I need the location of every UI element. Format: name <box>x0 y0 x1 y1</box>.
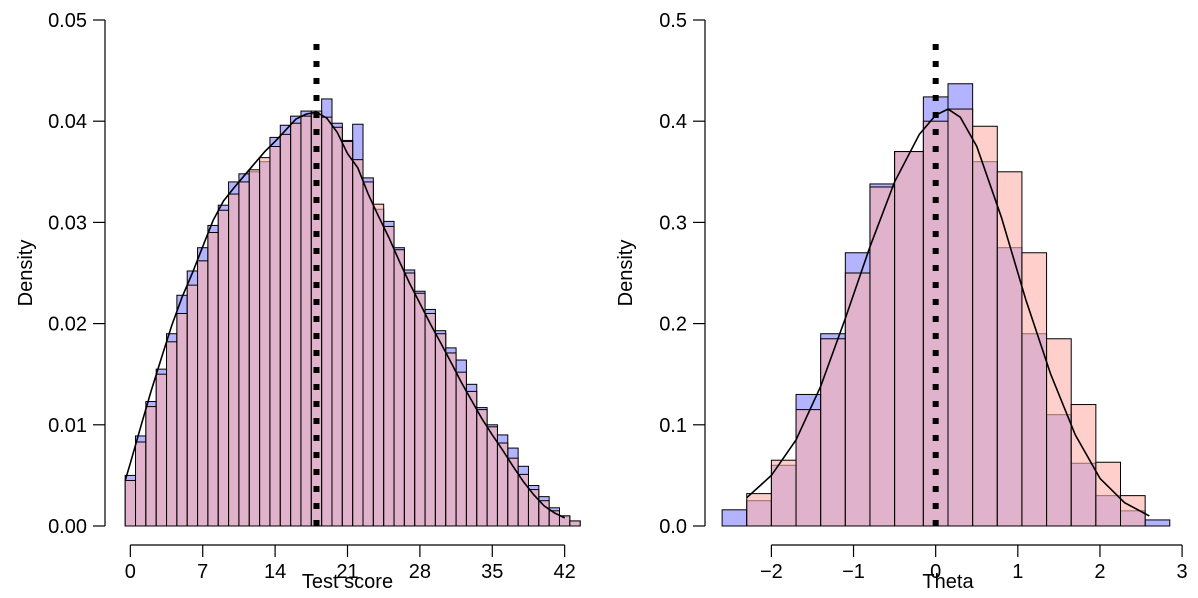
chart-0-y-tick-label: 0.04 <box>48 111 87 133</box>
chart-1-series-1-bar <box>770 459 797 527</box>
chart-0-series-1-bar <box>383 225 395 527</box>
chart-0-series-1-bar <box>124 479 137 527</box>
chart-1-y-tick-label: 0.0 <box>659 516 687 538</box>
chart-0-series-1-bar <box>300 115 312 527</box>
chart-0-series-1-bar <box>331 126 343 527</box>
chart-1-y-tick-label: 0.2 <box>659 314 687 336</box>
chart-1-x-tick-label: 0 <box>930 561 941 583</box>
chart-0-series-1-bar <box>186 284 199 527</box>
chart-0-y-tick-label: 0.03 <box>48 212 87 234</box>
chart-0-series-1-bar <box>455 371 467 527</box>
chart-0-series-1-bar <box>393 249 405 527</box>
chart-0-series-1-bar <box>207 232 219 527</box>
chart-1-x-tick-label: −2 <box>760 561 783 583</box>
chart-0-series-1-bar <box>476 409 488 527</box>
chart-1-series-1-bar <box>922 120 949 527</box>
chart-1-series-1-bar <box>869 186 896 527</box>
test-score-panel: 0.00 0.01 0.02 0.03 0.04 0.05 0 7 14 21 28 35 42 Test… <box>15 10 581 593</box>
chart-1-series-1-bar <box>972 125 998 527</box>
chart-1-series-1-bar <box>746 493 772 527</box>
chart-0-series-1-bar <box>279 133 292 527</box>
chart-0-series-1-bar <box>486 426 498 527</box>
theta-panel: 0.0 0.1 0.2 0.3 0.4 0.5 −2 −1 0 1 2 3 Theta Density <box>615 10 1188 593</box>
chart-1-series-1-bar <box>996 171 1023 527</box>
chart-0-x-tick-label: 14 <box>264 561 286 583</box>
chart-0-series-1-bar <box>248 169 261 527</box>
chart-0-x-tick-label: 0 <box>125 561 136 583</box>
chart-0-series-1-bar <box>434 333 447 527</box>
chart-0-series-1-bar <box>155 373 168 527</box>
chart-0-series-1-bar <box>403 272 416 527</box>
chart-0-series-1-bar <box>259 157 271 527</box>
chart-0-x-axis-title: Test score <box>302 571 393 593</box>
chart-0-series-1-bar <box>362 181 374 527</box>
chart-0-series-1-bar <box>445 352 457 527</box>
chart-0-series-1-bar <box>414 292 426 527</box>
chart-0-series-1-bar <box>424 312 436 527</box>
chart-0-series-1-bar <box>166 341 178 527</box>
chart-1-series-1-bar <box>947 108 974 527</box>
chart-0-y-axis-title: Density <box>15 240 37 307</box>
chart-0-x-tick-label: 21 <box>336 561 358 583</box>
chart-0-y-tick-label: 0.02 <box>48 314 87 336</box>
chart-0-y-tick-label: 0.00 <box>48 516 87 538</box>
chart-0-x-tick-label: 42 <box>554 561 576 583</box>
chart-1-x-tick-label: 1 <box>1012 561 1023 583</box>
chart-0-series-1-bar <box>290 122 302 527</box>
chart-0-y-tick-label: 0.05 <box>48 10 87 32</box>
chart-0-y-tick-label: 0.01 <box>48 415 87 437</box>
chart-1-series-1-bar <box>844 272 871 527</box>
chart-0-series-1-bar <box>321 116 333 527</box>
chart-0-series-1-bar <box>238 181 250 527</box>
chart-0-series-1-bar <box>228 193 240 527</box>
chart-0-x-tick-label: 7 <box>197 561 208 583</box>
chart-0-series-1-bar <box>135 441 147 527</box>
chart-0-series-1-bar <box>217 209 230 527</box>
chart-0-series-1-bar <box>538 500 550 527</box>
chart-1-x-tick-label: 3 <box>1177 561 1188 583</box>
chart-0-series-1-bar <box>341 140 354 527</box>
chart-1-series-1-bar <box>894 151 924 527</box>
chart-1-x-tick-label: 2 <box>1094 561 1105 583</box>
chart-1-y-tick-label: 0.5 <box>659 10 687 32</box>
chart-0-series-1-bar <box>352 159 364 527</box>
chart-1-y-tick-label: 0.3 <box>659 212 687 234</box>
chart-1-y-tick-label: 0.1 <box>659 415 687 437</box>
chart-0-series-1-bar <box>569 520 581 527</box>
chart-0-x-tick-label: 35 <box>481 561 503 583</box>
chart-0-series-1-bar <box>269 146 281 527</box>
chart-1-series-1-bar <box>795 409 822 527</box>
chart-0-series-1-bar <box>176 312 188 527</box>
chart-1-density-curve <box>746 108 1150 517</box>
chart-0-series-1-bar <box>372 203 385 527</box>
chart-0-series-1-bar <box>145 406 157 527</box>
chart-0-series-1-bar <box>465 390 478 527</box>
chart-1-y-tick-label: 0.4 <box>659 111 687 133</box>
chart-1-series-0-bar <box>721 509 748 527</box>
chart-1-series-1-bar <box>1021 252 1048 527</box>
chart-1-series-1-bar <box>820 338 846 527</box>
chart-0-series-1-bar <box>507 457 519 527</box>
chart-1-series-0-bar <box>1144 519 1171 527</box>
chart-1-x-tick-label: −1 <box>842 561 865 583</box>
chart-0-density-curve <box>124 111 566 519</box>
chart-1-series-1-bar <box>1095 461 1122 527</box>
chart-1-series-1-bar <box>1046 338 1072 527</box>
chart-0-x-tick-label: 28 <box>409 561 431 583</box>
chart-1-x-axis-title: Theta <box>922 571 974 593</box>
chart-1-y-axis-title: Density <box>615 240 637 307</box>
chart-0-series-1-bar <box>197 260 209 527</box>
